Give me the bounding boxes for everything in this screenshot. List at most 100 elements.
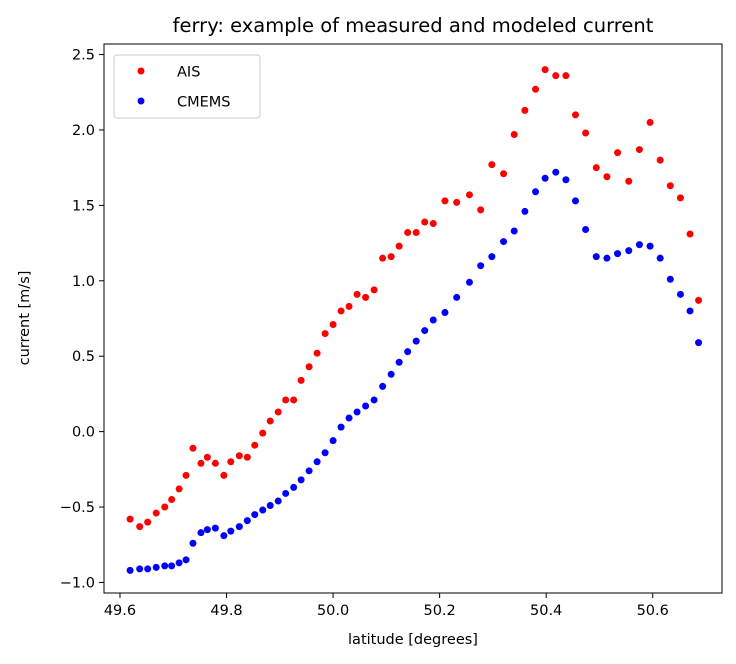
data-point (695, 339, 703, 347)
data-point (175, 485, 183, 493)
legend-frame (113, 54, 261, 119)
data-point (488, 161, 496, 169)
legend-marker-cmems (137, 97, 145, 105)
x-tick-label: 49.6 (104, 603, 136, 619)
data-point (337, 307, 345, 315)
data-point (220, 471, 228, 479)
data-point (521, 106, 529, 114)
data-point (259, 506, 267, 514)
data-point (395, 358, 403, 366)
data-point (290, 396, 298, 404)
data-point (571, 111, 579, 119)
y-tick-label: 0.0 (72, 425, 95, 441)
data-point (541, 174, 549, 182)
data-point (297, 476, 305, 484)
data-point (395, 242, 403, 250)
data-point (421, 327, 429, 335)
data-point (329, 437, 337, 445)
data-point (144, 565, 152, 573)
data-point (635, 146, 643, 154)
y-tick-label: 2.0 (72, 123, 95, 139)
data-point (227, 458, 235, 466)
data-point (266, 417, 274, 425)
data-point (203, 526, 211, 534)
data-point (182, 556, 190, 564)
data-point (465, 191, 473, 199)
data-point (337, 423, 345, 431)
data-point (211, 459, 219, 467)
x-tick-label: 50.4 (530, 603, 562, 619)
data-point (603, 173, 611, 181)
data-point (370, 286, 378, 294)
plot-area-frame (103, 43, 723, 594)
data-point (625, 247, 633, 255)
data-point (152, 563, 160, 571)
data-point (243, 517, 251, 525)
data-point (251, 441, 259, 449)
data-point (695, 296, 703, 304)
data-point (676, 194, 684, 202)
data-point (362, 402, 370, 410)
data-point (126, 566, 134, 574)
data-point (144, 518, 152, 526)
y-tick-label: 1.0 (72, 274, 95, 290)
data-series-layer (126, 66, 703, 574)
x-tick-label: 50.2 (423, 603, 455, 619)
y-axis-ticks: −1.0 −0.5 0.0 0.5 1.0 1.5 2.0 2.5 (60, 48, 104, 591)
data-point (552, 168, 560, 176)
data-point (305, 467, 313, 475)
legend-marker-ais (137, 67, 145, 75)
data-point (441, 197, 449, 205)
data-point (313, 458, 321, 466)
data-point (477, 262, 485, 270)
data-point (541, 66, 549, 74)
data-point (243, 453, 251, 461)
data-point (676, 290, 684, 298)
data-point (282, 489, 290, 497)
data-point (152, 509, 160, 517)
data-point (421, 218, 429, 226)
data-point (161, 562, 169, 570)
data-point (686, 230, 694, 238)
legend-label-cmems: CMEMS (177, 95, 231, 111)
data-point (345, 414, 353, 422)
data-point (235, 452, 243, 460)
data-point (182, 471, 190, 479)
data-point (562, 176, 570, 184)
y-axis-label: current [m/s] (17, 271, 33, 366)
data-point (582, 129, 590, 137)
data-point (362, 293, 370, 301)
data-point (387, 370, 395, 378)
data-point (453, 198, 461, 206)
data-point (290, 483, 298, 491)
data-point (625, 177, 633, 185)
data-point (465, 278, 473, 286)
data-point (571, 197, 579, 205)
y-tick-label: −0.5 (60, 500, 95, 516)
data-point (404, 348, 412, 356)
data-point (666, 275, 674, 283)
data-point (552, 72, 560, 80)
data-point (126, 515, 134, 523)
data-point (370, 396, 378, 404)
data-point (562, 72, 570, 80)
y-tick-label: 1.5 (72, 198, 95, 214)
data-point (227, 527, 235, 535)
data-point (500, 238, 508, 246)
data-point (297, 376, 305, 384)
y-tick-label: 2.5 (72, 48, 95, 64)
data-point (646, 242, 654, 250)
data-point (168, 562, 176, 570)
data-point (161, 503, 169, 511)
data-point (656, 254, 664, 262)
data-point (477, 206, 485, 214)
data-point (404, 229, 412, 237)
x-axis-label: latitude [degrees] (348, 632, 478, 648)
series-ais (126, 66, 703, 531)
data-point (379, 382, 387, 390)
x-tick-label: 49.8 (210, 603, 242, 619)
data-point (592, 253, 600, 261)
data-point (345, 302, 353, 310)
